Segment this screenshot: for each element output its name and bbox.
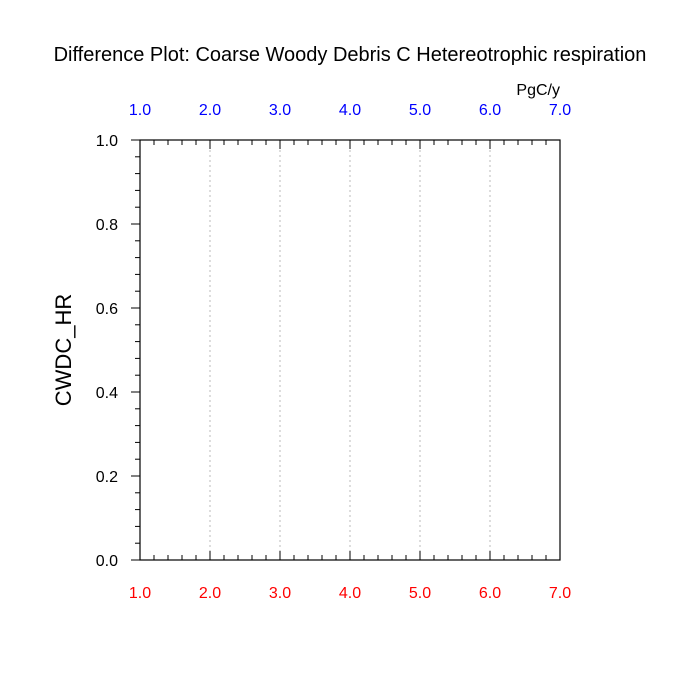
x-bottom-tick-label: 4.0 xyxy=(339,585,361,602)
y-tick-label: 0.0 xyxy=(96,553,118,570)
units-label: PgC/y xyxy=(516,82,560,99)
tick-labels: 1.0 2.0 3.0 4.0 5.0 6.0 7.0 1.0 2.0 3.0 4.0 5.0 6.0 7… xyxy=(96,102,571,602)
x-top-tick-label: 7.0 xyxy=(549,102,571,119)
y-tick-label: 0.6 xyxy=(96,301,118,318)
chart-title: Difference Plot: Coarse Woody Debris C H… xyxy=(54,44,647,66)
tick-marks xyxy=(131,139,561,561)
y-tick-label: 1.0 xyxy=(96,133,118,150)
y-tick-label: 0.8 xyxy=(96,217,118,234)
x-bottom-tick-label: 6.0 xyxy=(479,585,501,602)
x-top-tick-label: 1.0 xyxy=(129,102,151,119)
plot-frame xyxy=(139,139,561,561)
x-bottom-tick-label: 5.0 xyxy=(409,585,431,602)
x-top-tick-label: 5.0 xyxy=(409,102,431,119)
x-top-tick-label: 2.0 xyxy=(199,102,221,119)
grid-lines xyxy=(209,140,491,560)
x-top-tick-label: 4.0 xyxy=(339,102,361,119)
x-bottom-tick-label: 3.0 xyxy=(269,585,291,602)
x-bottom-tick-label: 7.0 xyxy=(549,585,571,602)
x-bottom-tick-label: 2.0 xyxy=(199,585,221,602)
y-tick-label: 0.2 xyxy=(96,469,118,486)
x-bottom-tick-label: 1.0 xyxy=(129,585,151,602)
y-axis-label: CWDC_HR xyxy=(51,294,76,406)
x-top-tick-label: 6.0 xyxy=(479,102,501,119)
y-tick-label: 0.4 xyxy=(96,385,118,402)
x-top-tick-label: 3.0 xyxy=(269,102,291,119)
